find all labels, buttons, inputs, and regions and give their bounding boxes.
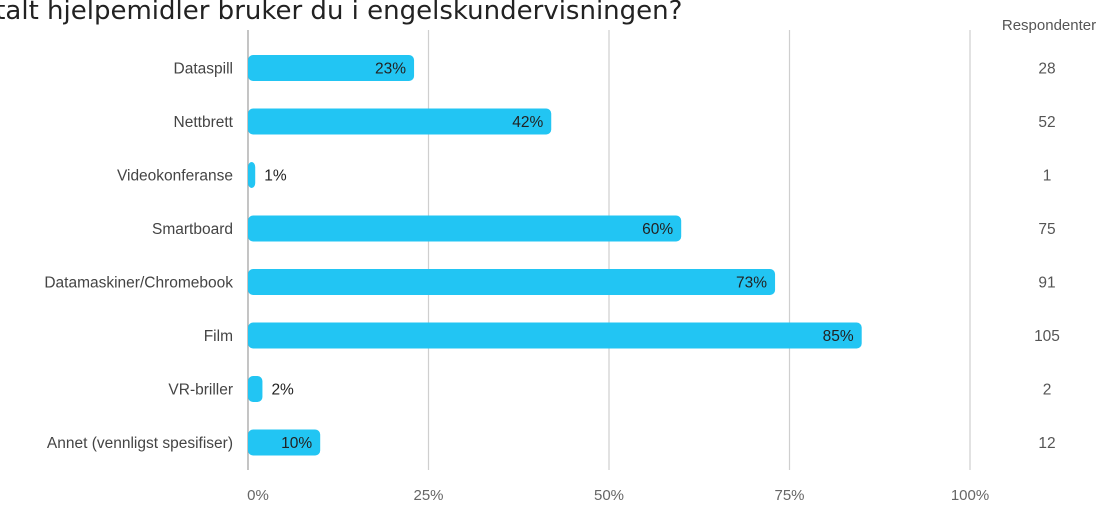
data-label: 10%	[281, 435, 312, 452]
bar	[248, 55, 415, 81]
category-label: Datamaskiner/Chromebook	[44, 275, 233, 292]
category-label: Videokonferanse	[117, 168, 233, 185]
respondent-count: 1	[1043, 168, 1052, 185]
x-tick-label: 25%	[413, 487, 443, 504]
category-label: Film	[204, 328, 233, 345]
bar	[248, 162, 256, 188]
data-label: 85%	[823, 328, 854, 345]
bar	[248, 429, 321, 456]
respondent-count: 2	[1043, 382, 1052, 399]
data-label: 73%	[736, 275, 767, 292]
respondent-count: 91	[1038, 275, 1055, 292]
respondent-count: 28	[1038, 61, 1055, 78]
bar	[248, 322, 862, 349]
category-label: VR-briller	[168, 382, 233, 399]
labels: 0% 25% 50% 75% 100% Dataspill 23% 28 Nettbrett 42…	[44, 61, 1060, 505]
category-label: Smartboard	[152, 221, 233, 238]
data-label: 23%	[375, 61, 406, 78]
data-label: 2%	[271, 382, 294, 399]
bar	[248, 108, 552, 135]
respondent-count: 75	[1038, 221, 1055, 238]
data-label: 60%	[642, 221, 673, 238]
bar	[248, 376, 263, 402]
respondent-count: 105	[1034, 328, 1060, 345]
x-tick-label: 0%	[247, 487, 269, 504]
x-tick-label: 100%	[951, 487, 989, 504]
data-label: 42%	[512, 114, 543, 131]
bar	[248, 215, 682, 242]
bars	[248, 55, 862, 456]
gridlines	[247, 30, 971, 470]
x-tick-label: 75%	[774, 487, 804, 504]
category-label: Dataspill	[174, 61, 233, 78]
respondents-header: Respondenter	[1002, 17, 1096, 34]
category-label: Annet (vennligst spesifiser)	[47, 435, 233, 452]
x-tick-label: 50%	[594, 487, 624, 504]
bar	[248, 269, 776, 295]
respondent-count: 52	[1038, 114, 1055, 131]
category-label: Nettbrett	[174, 114, 234, 131]
respondent-count: 12	[1038, 435, 1055, 452]
data-label: 1%	[264, 168, 287, 185]
chart-title: italt hjelpemidler bruker du i engelskun…	[0, 0, 682, 26]
